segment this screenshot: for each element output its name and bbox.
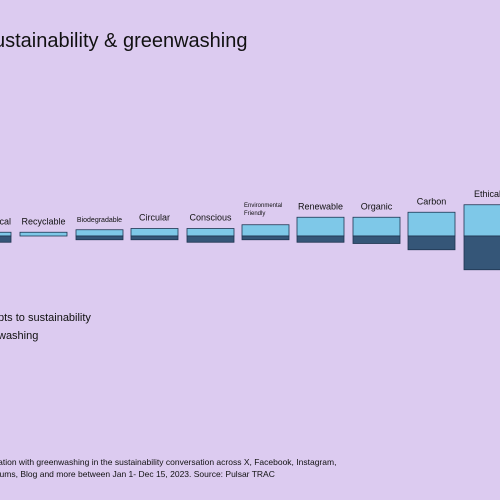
bar-sustainability bbox=[75, 229, 124, 237]
bar-sustainability bbox=[463, 204, 500, 237]
category-label: Conscious bbox=[189, 213, 232, 223]
bar-sustainability bbox=[130, 228, 179, 237]
legend-label: pts to sustainability bbox=[0, 312, 91, 324]
bar-greenwashing bbox=[407, 235, 456, 251]
bar-greenwashing bbox=[130, 235, 179, 241]
bar-greenwashing bbox=[186, 235, 235, 243]
category-label: Environmental Friendly bbox=[244, 203, 282, 217]
bar-sustainability bbox=[19, 231, 68, 237]
category-label: cal bbox=[0, 216, 11, 226]
category-label: Carbon bbox=[417, 196, 447, 206]
legend-label: washing bbox=[0, 330, 39, 342]
bar-sustainability bbox=[352, 216, 401, 237]
chart-title: sustainability & greenwashing bbox=[0, 30, 248, 52]
bar-greenwashing bbox=[296, 235, 345, 243]
category-label: Ethical bbox=[474, 189, 500, 199]
bar-sustainability bbox=[0, 231, 12, 237]
legend-item-sustainability: pts to sustainability bbox=[0, 312, 91, 324]
bar-sustainability bbox=[241, 224, 290, 237]
bar-sustainability bbox=[186, 228, 235, 237]
bar-greenwashing bbox=[0, 235, 12, 243]
category-label: Circular bbox=[139, 213, 170, 223]
bar-sustainability bbox=[407, 211, 456, 237]
bar-greenwashing bbox=[352, 235, 401, 244]
bar-greenwashing bbox=[75, 235, 124, 241]
category-label: Recyclable bbox=[21, 216, 65, 226]
legend-item-greenwashing: washing bbox=[0, 330, 38, 342]
source-note-line: orums, Blog and more between Jan 1- Dec … bbox=[0, 469, 275, 479]
category-label: Renewable bbox=[298, 201, 343, 211]
bar-sustainability bbox=[296, 216, 345, 237]
bar-greenwashing bbox=[241, 235, 290, 241]
bar-greenwashing bbox=[463, 235, 500, 271]
source-note-line: ciation with greenwashing in the sustain… bbox=[0, 457, 337, 467]
source-note: ciation with greenwashing in the sustain… bbox=[0, 456, 352, 480]
category-label: Organic bbox=[361, 201, 393, 211]
category-label: Biodegradable bbox=[77, 217, 122, 224]
